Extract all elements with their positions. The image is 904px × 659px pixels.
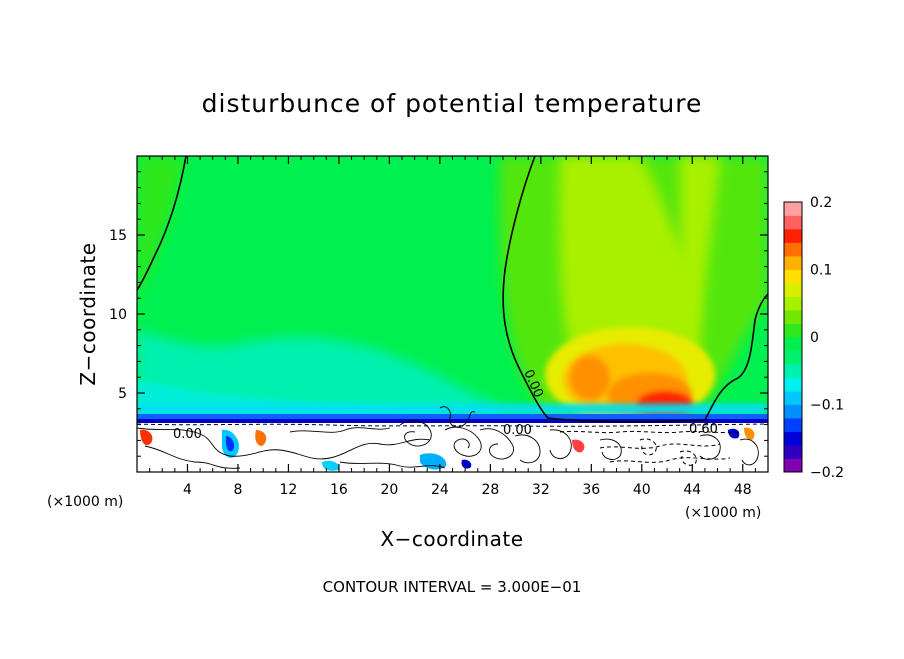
colorbar-swatch [784, 269, 802, 284]
y-axis-label: Z−coordinate [76, 242, 100, 385]
field-warm-orange [570, 356, 610, 400]
boundary-contour-7 [444, 426, 482, 457]
field-cyan-band [137, 404, 768, 414]
field-lower-feature-9 [728, 428, 740, 439]
boundary-contour-11 [599, 438, 622, 460]
colorbar-swatch [784, 418, 802, 432]
contour-mid-zero [502, 156, 768, 423]
boundary-contour-3 [289, 427, 391, 433]
colorbar [783, 201, 803, 473]
boundary-contour-1 [137, 427, 431, 460]
y-tick-label: 15 [109, 228, 127, 244]
contour-label-right: 0.60 [689, 422, 718, 437]
y-axis-ticks: 5 10 15 [109, 171, 768, 457]
y-unit-label: (×1000 m) [47, 494, 123, 510]
dashed-contour-1 [137, 423, 768, 427]
field-lower-feature-6 [572, 439, 585, 453]
x-tick-label: 20 [380, 482, 398, 498]
colorbar-swatch [784, 296, 802, 311]
contour-label-center: 0.00 [503, 423, 532, 438]
boundary-contour-5 [399, 420, 432, 447]
x-axis-ticks: 4 8 12 16 20 24 28 32 36 40 44 48 [149, 156, 756, 498]
contour-left-zero [137, 156, 187, 291]
colorbar-ticks: 0.2 0.1 0 −0.1 −0.2 [810, 195, 844, 481]
chart-title: disturbunce of potential temperature [202, 89, 703, 118]
colorbar-swatch [784, 445, 802, 459]
contour-label-left: 0.00 [173, 427, 202, 442]
dashed-contour-4 [609, 457, 731, 463]
colorbar-tick-label: −0.2 [810, 465, 844, 481]
colorbar-swatch [784, 242, 802, 257]
field-lower-region [137, 423, 768, 472]
x-tick-label: 36 [582, 482, 600, 498]
colorbar-swatch [784, 337, 802, 351]
colorbar-swatch [784, 458, 802, 473]
boundary-contour-2 [144, 445, 241, 469]
boundary-contour-12 [699, 434, 721, 460]
field-darkblue-band [137, 419, 768, 423]
field-region-left-positive [137, 156, 185, 300]
y-tick-label: 10 [109, 307, 127, 323]
x-tick-label: 8 [233, 482, 242, 498]
boundary-contour-4 [339, 461, 446, 469]
colorbar-swatch [784, 310, 802, 324]
x-tick-label: 12 [280, 482, 298, 498]
dashed-contours [137, 423, 768, 466]
boundary-contour-9 [514, 434, 541, 464]
colorbar-frame [783, 201, 803, 473]
boundary-contour-6 [439, 406, 476, 428]
x-axis-label: X−coordinate [380, 527, 523, 551]
y-tick-label: 5 [118, 386, 127, 402]
boundary-contour-13 [739, 438, 759, 466]
boundary-contour-8 [479, 428, 514, 460]
colorbar-swatch [784, 391, 802, 405]
dashed-contour-2 [559, 430, 741, 434]
field-lower-feature-8 [744, 427, 755, 440]
colorbar-swatch [784, 283, 802, 297]
x-tick-label: 4 [183, 482, 192, 498]
x-tick-label: 32 [532, 482, 550, 498]
dashed-contour-6 [679, 450, 697, 466]
plot-area [137, 156, 768, 472]
colorbar-tick-label: −0.1 [810, 398, 844, 414]
x-tick-label: 44 [683, 482, 701, 498]
colorbar-tick-label: 0.1 [810, 263, 832, 279]
x-unit-label: (×1000 m) [685, 505, 761, 521]
colorbar-swatch [784, 202, 802, 216]
colorbar-swatch [784, 229, 802, 243]
colorbar-swatch [784, 377, 802, 392]
field-blue-band [137, 414, 768, 420]
colorbar-tick-label: 0.2 [810, 195, 832, 211]
x-tick-label: 48 [734, 482, 752, 498]
x-tick-label: 40 [633, 482, 651, 498]
colorbar-swatch [784, 404, 802, 419]
field-lower-feature-2 [140, 429, 153, 446]
field-lower-feature-1-inner [226, 436, 235, 452]
dashed-contour-5 [639, 438, 657, 456]
colorbar-swatch [784, 215, 802, 230]
colorbar-swatch [784, 256, 802, 270]
colorbar-swatch [784, 323, 802, 338]
colorbar-swatch [784, 431, 802, 446]
colorbar-swatch [784, 364, 802, 378]
field-lower-feature-3 [255, 430, 267, 446]
x-tick-label: 28 [481, 482, 499, 498]
x-tick-label: 24 [431, 482, 449, 498]
colorbar-swatch [784, 350, 802, 365]
x-tick-label: 16 [330, 482, 348, 498]
field-lower-feature-5 [461, 459, 472, 469]
contour-interval-note: CONTOUR INTERVAL = 3.000E−01 [323, 578, 582, 596]
contour-lines [137, 156, 768, 423]
field-region-right-plume-inner-2 [680, 156, 720, 370]
colorbar-tick-label: 0 [810, 330, 819, 346]
